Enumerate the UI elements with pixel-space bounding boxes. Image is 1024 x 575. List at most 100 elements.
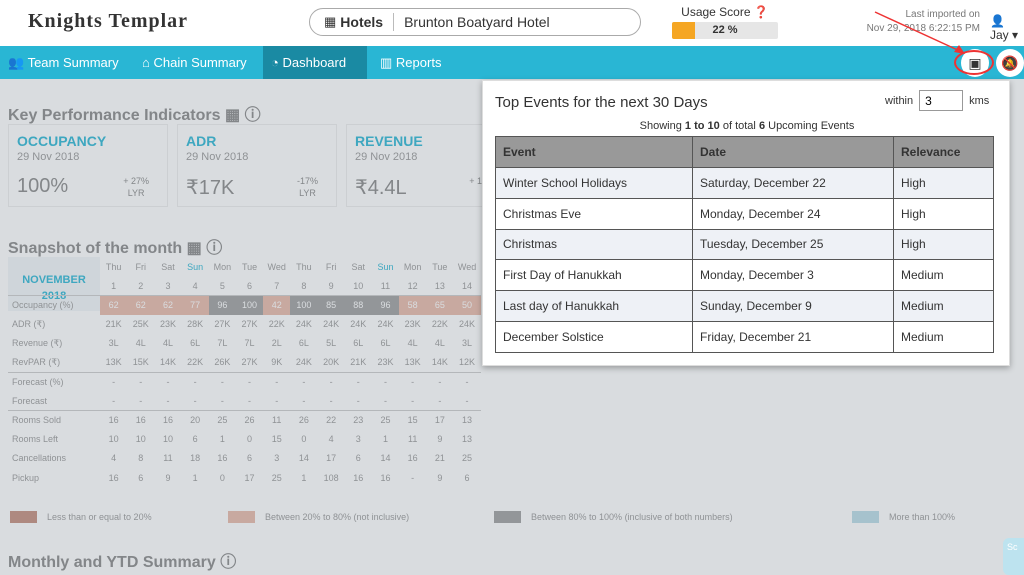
table-cell: 4L — [162, 338, 173, 349]
info-icon[interactable]: ⓘ — [206, 240, 223, 257]
table-cell: 20K — [323, 357, 340, 368]
day-date: 11 — [380, 280, 391, 291]
arrow-annotation — [874, 11, 965, 54]
legend-item: More than 100% — [852, 511, 955, 523]
events-header-row: Event Date Relevance — [495, 136, 994, 168]
table-cell: 62 — [127, 294, 155, 315]
kpi-change: + 27% LYR — [123, 175, 149, 199]
table-cell: 1 — [382, 434, 388, 445]
table-cell: 3 — [355, 434, 361, 445]
scroll-top-button[interactable]: Sc — [1003, 538, 1024, 575]
col-date[interactable]: Date — [692, 136, 894, 168]
table-cell: 6 — [192, 434, 198, 445]
divider — [393, 13, 395, 31]
table-cell: 16 — [108, 472, 119, 483]
table-cell: - — [112, 395, 116, 406]
col-event[interactable]: Event — [495, 136, 693, 168]
table-cell: 12K — [459, 357, 476, 368]
usage-score-fill — [672, 22, 696, 39]
table-cell: 8 — [138, 453, 144, 464]
monthly-title-text: Monthly and YTD Summary — [8, 554, 216, 571]
hotel-selector[interactable]: ▦ Hotels Brunton Boatyard Hotel — [309, 8, 641, 36]
help-icon[interactable]: ❓ — [753, 5, 769, 19]
table-cell: - — [193, 395, 197, 406]
table-cell: - — [344, 371, 372, 392]
radius-input[interactable] — [919, 90, 964, 111]
day-row: Thu Fri Sat Sun Mon Tue Wed Thu Fri Sat Sun Mon Tue W… — [8, 257, 481, 276]
table-cell: 11 — [163, 453, 173, 464]
kpi-card-occupancy: OCCUPANCY 29 Nov 2018 100% + 27% LYR — [8, 124, 168, 207]
event-relevance: Medium — [893, 259, 994, 292]
table-cell: 2L — [271, 338, 282, 349]
table-cell: 27K — [241, 357, 258, 368]
day-date: 3 — [165, 280, 171, 291]
app-logo[interactable]: Knights Templar — [28, 10, 189, 32]
kpi-change-value: + 27% — [123, 176, 149, 186]
table-cell: 23K — [404, 319, 421, 330]
table-cell: 25 — [208, 409, 236, 430]
table-cell: - — [302, 395, 306, 406]
kpi-card-revenue: REVENUE 29 Nov 2018 ₹4.4L + 14 — [346, 124, 506, 207]
day-date: 13 — [434, 280, 445, 291]
nav-reports[interactable]: ▥ Reports — [372, 46, 449, 79]
table-cell: - — [453, 371, 481, 392]
event-relevance: High — [893, 228, 994, 261]
legend-swatch — [852, 511, 879, 523]
row-label: Pickup — [12, 472, 40, 483]
day-date: 10 — [353, 280, 364, 291]
notifications-button[interactable]: 🔕 — [996, 49, 1024, 77]
table-cell: 65 — [426, 294, 454, 315]
table-cell: 10 — [108, 434, 119, 445]
kpi-card-adr: ADR 29 Nov 2018 ₹17K -17% LYR — [177, 124, 337, 207]
nav-dashboard[interactable]: ◔ Dashboard — [263, 46, 367, 79]
calendar-icon[interactable]: ▦ — [224, 107, 241, 124]
col-relevance[interactable]: Relevance — [893, 136, 994, 168]
table-cell: 24K — [295, 319, 312, 330]
team-icon: 👥 — [8, 55, 25, 70]
table-cell: - — [220, 395, 224, 406]
day-name: Tue — [241, 261, 258, 272]
table-cell: 6 — [464, 472, 470, 483]
table-cell: - — [127, 371, 155, 392]
table-cell: 0 — [219, 472, 225, 483]
main-nav: 👥 Team Summary ⌂ Chain Summary ◔ Dashboa… — [0, 46, 1024, 79]
calendar-icon[interactable]: ▦ — [186, 240, 202, 257]
info-icon[interactable]: ⓘ — [220, 554, 237, 571]
table-cell: 108 — [323, 472, 339, 483]
day-name: Wed — [457, 261, 477, 272]
table-row: Winter School Holidays Saturday, December… — [495, 167, 994, 199]
table-cell: 62 — [154, 294, 182, 315]
event-name: Christmas — [495, 228, 693, 261]
table-cell: 58 — [399, 294, 427, 315]
legend-item: Less than or equal to 20% — [10, 511, 152, 523]
table-cell: 23 — [344, 409, 372, 430]
nav-team-summary[interactable]: 👥 Team Summary — [0, 46, 127, 79]
table-cell: 85 — [317, 294, 345, 315]
building-icon: ▦ — [324, 14, 337, 29]
showing-summary: Showing 1 to 10 of total 6 Upcoming Even… — [483, 120, 1011, 132]
day-date: 1 — [111, 280, 117, 291]
table-cell: 17 — [244, 472, 255, 483]
table-cell: - — [154, 371, 182, 392]
hotel-type-label: Hotels — [340, 14, 384, 30]
table-cell: - — [208, 371, 236, 392]
showing-range: 1 to 10 — [684, 120, 720, 132]
table-cell: 15 — [399, 409, 427, 430]
table-cell: 9 — [437, 472, 443, 483]
day-date: 5 — [219, 280, 225, 291]
table-cell: 0 — [247, 434, 253, 445]
table-row: Last day of Hanukkah Sunday, December 9 Me… — [495, 290, 994, 322]
within-label: within — [885, 94, 914, 107]
showing-post: Upcoming Events — [768, 120, 855, 132]
kpi-title: Key Performance Indicators ▦ ⓘ — [8, 101, 261, 125]
table-row: ADR (₹) 21K 25K 23K 28K 27K 27K 22K 24K 24K 24K 24K… — [8, 315, 481, 334]
user-menu[interactable]: 👤 Jay ▾ — [990, 14, 1019, 42]
info-icon[interactable]: ⓘ — [244, 107, 261, 124]
table-cell: - — [181, 371, 209, 392]
table-cell: 26K — [214, 357, 231, 368]
hotel-name: Brunton Boatyard Hotel — [404, 14, 550, 30]
table-cell: - — [399, 371, 427, 392]
table-cell: 14 — [298, 453, 309, 464]
row-label: Revenue (₹) — [12, 337, 63, 348]
nav-chain-summary[interactable]: ⌂ Chain Summary — [134, 46, 255, 79]
